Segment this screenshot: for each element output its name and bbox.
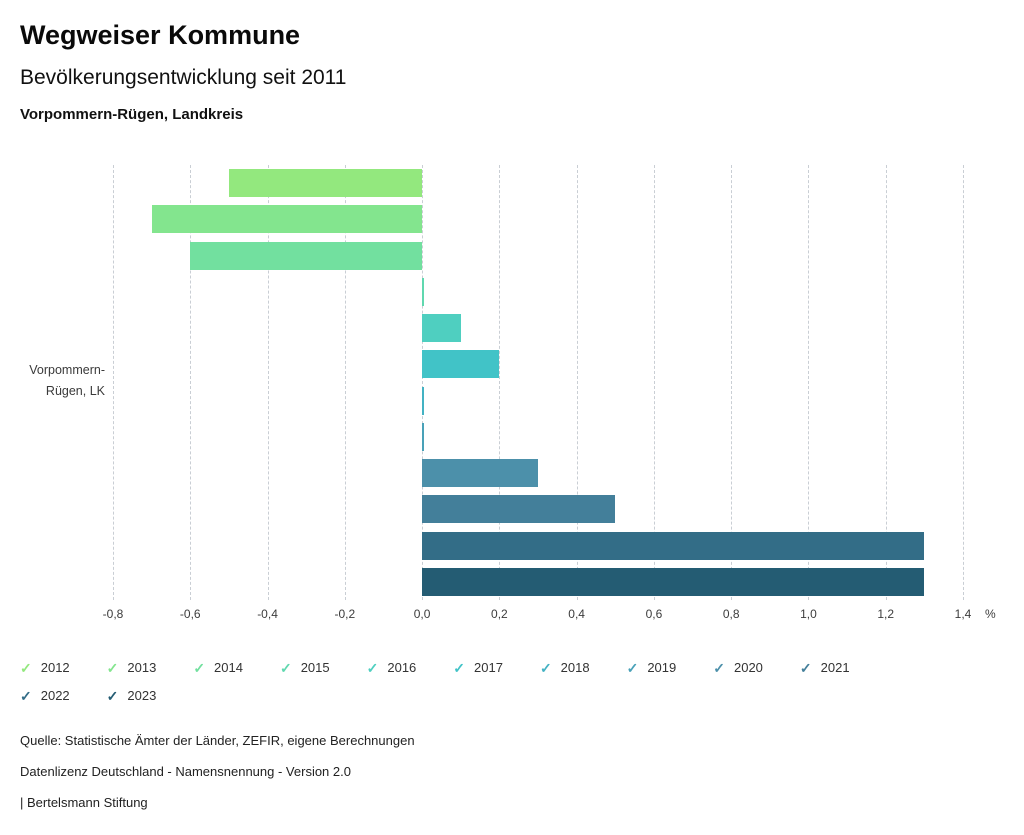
gridline bbox=[499, 165, 501, 600]
gridline bbox=[344, 165, 346, 600]
legend-label: 2015 bbox=[300, 660, 330, 675]
bar-2019[interactable] bbox=[422, 422, 425, 451]
x-tick-label: 1,0 bbox=[800, 607, 817, 621]
check-icon: ✓ bbox=[453, 659, 466, 676]
bar-2016[interactable] bbox=[422, 314, 461, 343]
bar-2014[interactable] bbox=[190, 241, 423, 270]
gridline bbox=[267, 165, 269, 600]
y-axis-category-line2: Rügen, LK bbox=[45, 384, 105, 398]
x-tick-label: -0,8 bbox=[102, 607, 124, 621]
legend-label: 2018 bbox=[560, 660, 590, 675]
x-tick-label: 0,2 bbox=[491, 607, 508, 621]
legend-item-2014[interactable]: ✓ 2014 bbox=[193, 660, 243, 675]
bar-2018[interactable] bbox=[422, 386, 425, 415]
x-tick-label: 0,4 bbox=[568, 607, 585, 621]
region-subtitle: Vorpommern-Rügen, Landkreis bbox=[20, 106, 244, 123]
check-icon: ✓ bbox=[279, 659, 292, 676]
legend-item-2018[interactable]: ✓ 2018 bbox=[540, 660, 590, 675]
bar-2020[interactable] bbox=[422, 459, 538, 488]
legend-item-2013[interactable]: ✓ 2013 bbox=[107, 660, 157, 675]
gridline bbox=[190, 165, 192, 600]
x-tick-label: 1,4 bbox=[954, 607, 972, 621]
check-icon: ✓ bbox=[799, 659, 812, 676]
legend-label: 2019 bbox=[647, 660, 677, 675]
legend-item-2021[interactable]: ✓ 2021 bbox=[800, 660, 850, 675]
bar-2015[interactable] bbox=[422, 277, 425, 306]
legend-item-2020[interactable]: ✓ 2020 bbox=[713, 660, 763, 675]
check-icon: ✓ bbox=[626, 659, 639, 676]
gridline bbox=[653, 165, 655, 600]
gridline bbox=[885, 165, 887, 600]
legend-item-2012[interactable]: ✓ 2012 bbox=[20, 660, 70, 675]
legend: ✓ 2012 ✓ 2013 ✓ 2014 ✓ 2015 ✓ 2016 ✓ 2017 ✓ 2018 ✓ 2019… bbox=[20, 660, 900, 703]
legend-item-2016[interactable]: ✓ 2016 bbox=[367, 660, 417, 675]
legend-label: 2023 bbox=[127, 688, 157, 703]
chart-title: Bevölkerungsentwicklung seit 2011 bbox=[20, 66, 347, 89]
x-tick-label: -0,2 bbox=[334, 607, 356, 621]
legend-label: 2014 bbox=[214, 660, 243, 675]
y-axis-category-label: Vorpommern- Rügen, LK bbox=[10, 360, 105, 402]
legend-label: 2013 bbox=[127, 660, 157, 675]
legend-label: 2017 bbox=[474, 660, 503, 675]
check-icon: ✓ bbox=[20, 687, 32, 704]
legend-item-2017[interactable]: ✓ 2017 bbox=[453, 660, 503, 675]
bar-2017[interactable] bbox=[422, 350, 500, 379]
x-tick-label: -0,6 bbox=[179, 607, 201, 621]
gridline bbox=[576, 165, 578, 600]
x-tick-label: 0,0 bbox=[413, 607, 431, 621]
check-icon: ✓ bbox=[106, 687, 119, 704]
x-tick-label: 0,8 bbox=[722, 607, 740, 621]
gridline bbox=[113, 165, 114, 600]
legend-label: 2020 bbox=[733, 660, 763, 675]
footer-source: Quelle: Statistische Ämter der Länder, Z… bbox=[20, 733, 415, 748]
legend-item-2019[interactable]: ✓ 2019 bbox=[627, 660, 677, 675]
x-tick-label: 1,2 bbox=[877, 607, 895, 621]
check-icon: ✓ bbox=[713, 659, 725, 676]
check-icon: ✓ bbox=[539, 659, 552, 676]
legend-item-2022[interactable]: ✓ 2022 bbox=[20, 688, 70, 703]
check-icon: ✓ bbox=[193, 659, 206, 676]
bar-2013[interactable] bbox=[151, 205, 423, 234]
gridline bbox=[731, 165, 733, 600]
gridline bbox=[963, 165, 964, 600]
check-icon: ✓ bbox=[366, 659, 379, 676]
legend-label: 2021 bbox=[820, 660, 850, 675]
footer-attribution: | Bertelsmann Stiftung bbox=[20, 795, 148, 810]
bar-2012[interactable] bbox=[228, 169, 423, 198]
legend-label: 2022 bbox=[40, 688, 70, 703]
gridline bbox=[808, 165, 810, 600]
legend-label: 2016 bbox=[387, 660, 417, 675]
bar-2023[interactable] bbox=[422, 567, 925, 596]
legend-item-2023[interactable]: ✓ 2023 bbox=[107, 688, 157, 703]
x-tick-label: 0,6 bbox=[645, 607, 663, 621]
x-tick-label: -0,4 bbox=[257, 607, 278, 621]
x-axis: % -0,8 -0,6 -0,4 -0,2 0,0 0,2 0,4 0,6 0,8 1,0 1,2 1… bbox=[103, 607, 996, 625]
gridline bbox=[422, 165, 424, 600]
legend-label: 2012 bbox=[40, 660, 70, 675]
app-title: Wegweiser Kommune bbox=[20, 20, 301, 50]
footer-license: Datenlizenz Deutschland - Namensnennung … bbox=[20, 764, 351, 779]
bar-2022[interactable] bbox=[422, 531, 925, 560]
legend-item-2015[interactable]: ✓ 2015 bbox=[280, 660, 330, 675]
plot-area bbox=[113, 165, 964, 600]
x-axis-unit-label: % bbox=[985, 607, 996, 621]
check-icon: ✓ bbox=[20, 659, 32, 676]
check-icon: ✓ bbox=[106, 659, 119, 676]
y-axis-category-line1: Vorpommern- bbox=[29, 363, 105, 377]
bar-2021[interactable] bbox=[422, 495, 616, 524]
